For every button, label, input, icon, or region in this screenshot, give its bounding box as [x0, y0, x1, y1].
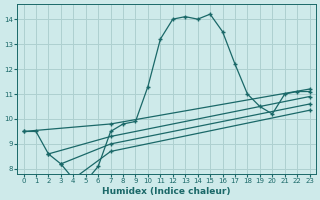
X-axis label: Humidex (Indice chaleur): Humidex (Indice chaleur)	[102, 187, 231, 196]
